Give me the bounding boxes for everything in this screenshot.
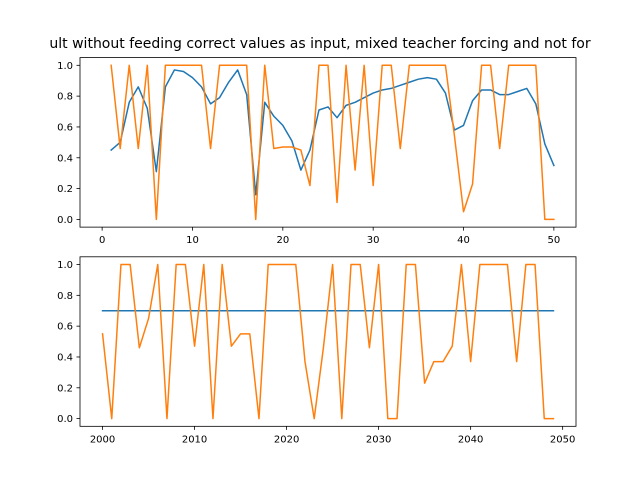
x-tick-label: 2010 xyxy=(182,434,207,445)
x-tick-label: 2020 xyxy=(274,434,299,445)
x-tick-label: 40 xyxy=(457,235,470,246)
y-tick-label: 0.4 xyxy=(57,153,73,164)
x-tick-label: 20 xyxy=(276,235,289,246)
x-tick-label: 0 xyxy=(99,235,105,246)
y-tick-label: 1.0 xyxy=(57,260,73,271)
y-tick-label: 1.0 xyxy=(57,61,73,72)
x-tick-label: 2030 xyxy=(366,434,391,445)
axes-frame xyxy=(79,57,577,228)
y-tick-label: 0.6 xyxy=(57,122,73,133)
y-tick-label: 0.4 xyxy=(57,352,73,363)
top-chart: 0 10 20 30 40 50 0.0 0.2 0.4 0.6 0.8 1.0 xyxy=(57,57,577,246)
series-line-orange xyxy=(110,64,555,221)
x-tick-label: 30 xyxy=(367,235,380,246)
x-tick-label: 50 xyxy=(547,235,560,246)
y-tick-label: 0.0 xyxy=(57,215,73,226)
x-tick-label: 10 xyxy=(186,235,199,246)
figure-title: ult without feeding correct values as in… xyxy=(49,36,590,52)
y-tick-label: 0.2 xyxy=(57,383,73,394)
x-tick-label: 2000 xyxy=(90,434,115,445)
series-line-orange xyxy=(101,263,555,420)
x-tick-label: 2040 xyxy=(458,434,483,445)
x-tick-label: 2050 xyxy=(550,434,575,445)
y-tick-label: 0.8 xyxy=(57,92,73,103)
y-tick-label: 0.6 xyxy=(57,322,73,333)
y-tick-label: 0.0 xyxy=(57,414,73,425)
bottom-chart: 2000 2010 2020 2030 2040 2050 0.0 0.2 0.4 0.6 0.8 1… xyxy=(57,256,577,445)
axes-frame xyxy=(79,256,577,427)
y-tick-label: 0.8 xyxy=(57,291,73,302)
y-tick-label: 0.2 xyxy=(57,184,73,195)
